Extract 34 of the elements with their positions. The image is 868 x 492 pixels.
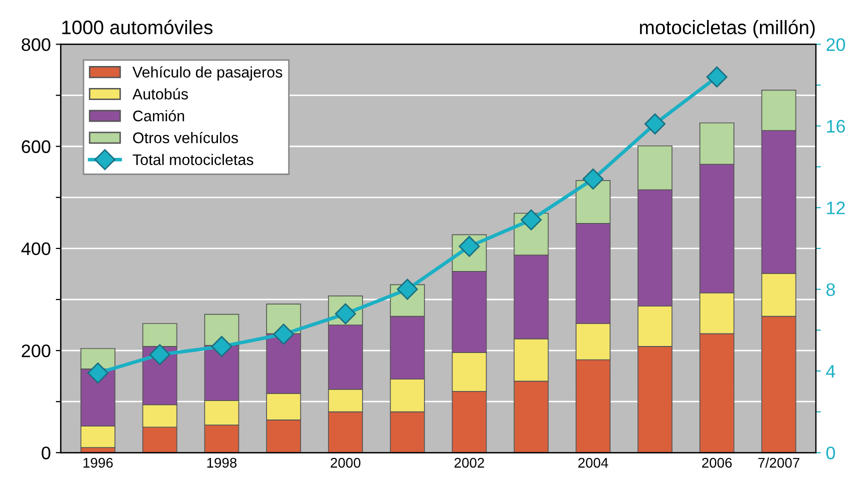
legend-label: Camión — [133, 110, 184, 122]
point — [582, 168, 604, 190]
x-tick-label: 1998 — [207, 458, 237, 468]
point — [87, 362, 108, 384]
y-tick-label: 0 — [42, 446, 50, 460]
point — [273, 324, 294, 345]
legend-label: Otros vehículos — [133, 132, 238, 144]
x-tick-label: 2004 — [578, 458, 608, 468]
point — [211, 336, 232, 357]
y2-tick-label: 4 — [826, 365, 836, 378]
y2-axis-title: motocicletas (millón) — [640, 20, 815, 38]
y-tick-label: 800 — [22, 38, 50, 51]
legend-label: Autobús — [132, 88, 188, 100]
y-tick-label: 600 — [22, 140, 50, 154]
y2-tick-label: 0 — [826, 446, 835, 460]
x-tick-label: 2000 — [330, 458, 360, 468]
y2-tick-label: 20 — [826, 38, 846, 51]
legend-label: Vehículo de pasajeros — [132, 66, 282, 81]
x-tick-label: 2002 — [454, 458, 484, 468]
x-tick-label: 1996 — [84, 458, 113, 468]
point — [396, 278, 418, 300]
legend-label: Total motocicletas — [132, 154, 254, 166]
y2-tick-label: 8 — [826, 283, 835, 296]
y-tick-label: 200 — [22, 344, 50, 358]
x-tick-label: 7/2007 — [758, 458, 800, 468]
y-tick-label: 400 — [21, 242, 50, 256]
y-axis-title: 1000 automóviles — [62, 20, 212, 34]
y2-tick-label: 16 — [827, 120, 845, 133]
point — [706, 66, 728, 88]
point — [520, 209, 542, 230]
point — [149, 344, 170, 366]
x-tick-label: 2006 — [702, 458, 732, 468]
y2-tick-label: 12 — [827, 202, 845, 214]
point — [644, 113, 666, 134]
